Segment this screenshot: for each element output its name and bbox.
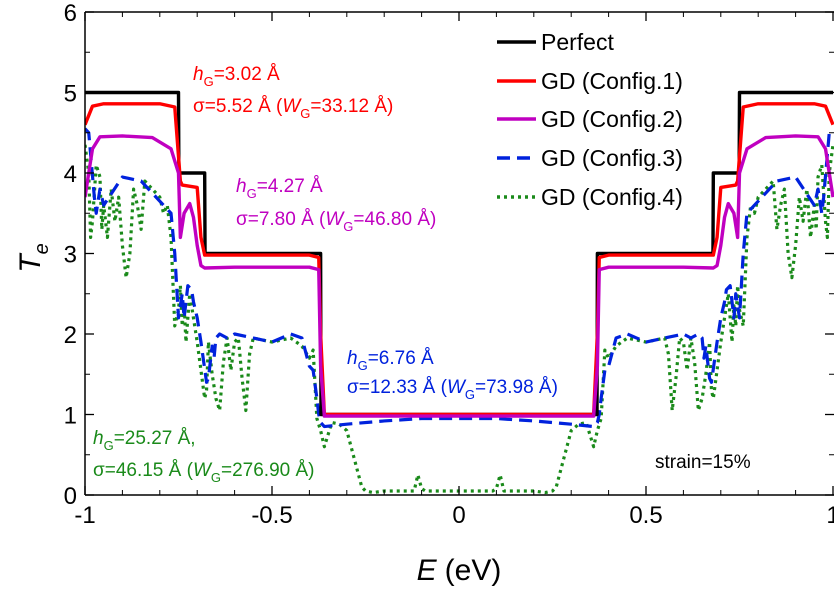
x-tick-label: -0.5 bbox=[251, 502, 292, 529]
x-tick-label: 0.5 bbox=[629, 502, 662, 529]
y-tick-label: 2 bbox=[64, 322, 77, 349]
y-tick-label: 3 bbox=[64, 242, 77, 269]
axes-layer: -1 -0.5 0 0.5 1 0 1 2 3 4 5 6 bbox=[64, 0, 834, 529]
series-line-4 bbox=[85, 127, 834, 429]
y-tick-label: 1 bbox=[64, 403, 77, 430]
legend-label-2: GD (Config.1) bbox=[541, 68, 683, 94]
annotation-config2-line2: σ=7.80 Å (WG=46.80 Å) bbox=[236, 209, 436, 234]
x-tick-label: -1 bbox=[74, 502, 95, 529]
y-axis-label: Te bbox=[14, 243, 53, 272]
legend: Perfect GD (Config.1) GD (Config.2) GD (Con… bbox=[497, 29, 683, 210]
series-layer bbox=[85, 90, 834, 495]
strain-label: strain=15% bbox=[655, 452, 751, 473]
series-line-2 bbox=[85, 102, 834, 417]
y-tick-label: 4 bbox=[64, 161, 77, 188]
series-line-3 bbox=[85, 134, 834, 418]
annotation-config3-line1: hG=6.76 Å bbox=[347, 348, 434, 373]
legend-label-5: GD (Config.4) bbox=[541, 184, 683, 210]
legend-label-1: Perfect bbox=[541, 29, 614, 55]
annotation-config1-line1: hG=3.02 Å bbox=[193, 64, 280, 89]
x-axis-label: E (eV) bbox=[417, 554, 502, 587]
y-tick-label: 6 bbox=[64, 0, 77, 27]
annotation-config4-line2: σ=46.15 Å (WG=276.90 Å) bbox=[93, 460, 315, 485]
annotation-config1-line2: σ=5.52 Å (WG=33.12 Å) bbox=[193, 96, 393, 121]
y-tick-label: 0 bbox=[64, 483, 77, 510]
legend-label-4: GD (Config.3) bbox=[541, 145, 683, 171]
annotation-config3-line2: σ=12.33 Å (WG=73.98 Å) bbox=[347, 377, 558, 402]
x-tick-label: 1 bbox=[826, 502, 834, 529]
annotation-config4-line1: hG=25.27 Å, bbox=[93, 428, 196, 453]
annotation-config2-line1: hG=4.27 Å bbox=[236, 176, 323, 201]
legend-label-3: GD (Config.2) bbox=[541, 106, 683, 132]
y-tick-label: 5 bbox=[64, 81, 77, 108]
x-tick-label: 0 bbox=[452, 502, 465, 529]
